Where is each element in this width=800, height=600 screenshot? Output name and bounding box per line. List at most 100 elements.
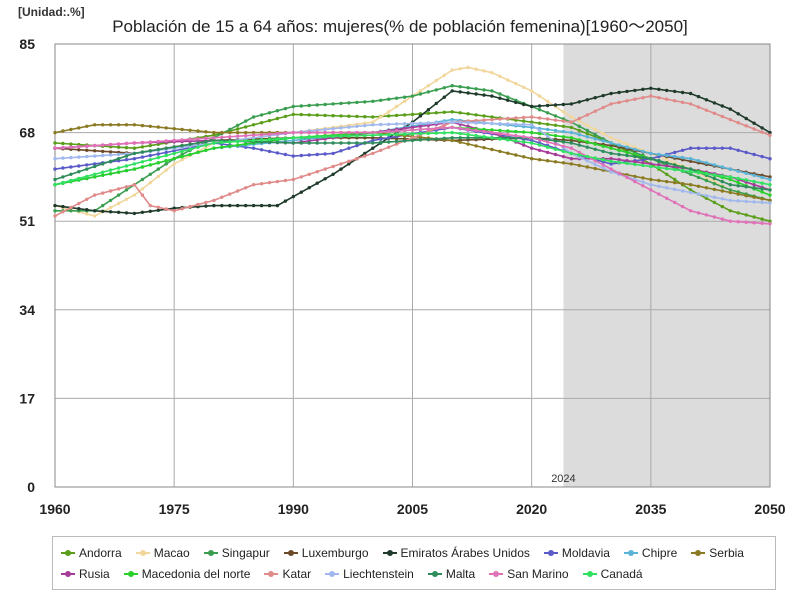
data-point-canada (514, 139, 518, 143)
data-point-san-marino (410, 128, 415, 132)
data-point-serbia (69, 127, 73, 132)
data-point-katar (688, 102, 693, 106)
data-point-canada (363, 133, 367, 138)
data-point-macedonia-del-norte (212, 146, 216, 150)
data-point-singapur (307, 103, 311, 108)
data-point-san-marino (490, 130, 494, 135)
data-point-macedonia-del-norte (593, 142, 597, 146)
data-point-katar (665, 97, 669, 101)
data-point-chipre (545, 127, 550, 132)
data-point-macao (458, 67, 462, 71)
data-point-serbia (244, 130, 248, 135)
data-point-malta (387, 140, 391, 144)
data-point-canada (259, 138, 264, 142)
data-point-serbia (482, 146, 486, 150)
data-point-liechtenstein (402, 122, 407, 126)
data-point-katar (545, 117, 550, 121)
data-point-canada (490, 136, 494, 140)
legend-item-macedonia-del-norte: Macedonia del norte (123, 563, 250, 584)
data-point-andorra (347, 114, 351, 118)
data-point-canada (410, 132, 415, 136)
data-point-liechtenstein (530, 123, 534, 127)
data-point-canada (657, 165, 661, 170)
data-point-emiratos-arabes-unidos (275, 203, 280, 208)
legend-swatch (264, 570, 279, 577)
data-point-liechtenstein (442, 120, 446, 125)
data-point-rusia (418, 124, 423, 128)
data-point-malta (426, 137, 431, 142)
data-point-serbia (704, 186, 709, 190)
data-point-canada (61, 180, 65, 185)
projection-label: 2024 (551, 473, 575, 485)
data-point-serbia (77, 126, 81, 130)
data-point-san-marino (696, 211, 701, 215)
data-point-san-marino (347, 130, 351, 135)
data-point-san-marino (108, 142, 113, 147)
data-point-serbia (641, 176, 645, 180)
data-point-moldavia (387, 136, 391, 140)
data-point-macedonia-del-norte (204, 148, 208, 152)
data-point-andorra (537, 121, 542, 125)
data-point-andorra (704, 196, 709, 200)
data-point-singapur (712, 182, 717, 186)
data-point-serbia (633, 174, 637, 179)
data-point-san-marino (259, 133, 264, 137)
data-point-katar (108, 189, 113, 193)
data-point-emiratos-arabes-unidos (736, 112, 740, 116)
data-point-luxemburgo (93, 149, 97, 153)
data-point-singapur (418, 92, 423, 96)
data-point-andorra (291, 112, 295, 117)
data-point-emiratos-arabes-unidos (522, 102, 526, 107)
data-point-serbia (212, 130, 216, 135)
data-point-moldavia (267, 149, 272, 154)
data-point-liechtenstein (696, 192, 701, 196)
data-point-moldavia (251, 146, 256, 150)
data-point-canada (522, 140, 526, 144)
data-point-moldavia (768, 157, 772, 161)
data-point-liechtenstein (506, 122, 510, 126)
data-point-liechtenstein (85, 154, 89, 159)
data-point-canada (140, 160, 145, 164)
data-point-andorra (728, 209, 732, 213)
data-point-macao (561, 110, 566, 114)
data-point-canada (569, 151, 574, 156)
data-point-katar (585, 113, 589, 117)
legend-swatch (691, 549, 706, 556)
data-point-andorra (124, 146, 129, 150)
data-point-malta (601, 149, 605, 154)
data-point-canada (394, 132, 399, 137)
data-point-liechtenstein (339, 126, 343, 130)
data-point-singapur (101, 203, 105, 208)
data-point-san-marino (402, 128, 407, 133)
data-point-chipre (688, 157, 693, 161)
data-point-macedonia-del-norte (506, 129, 510, 133)
data-point-katar (625, 99, 629, 103)
data-point-moldavia (156, 152, 160, 156)
data-point-malta (204, 140, 208, 144)
data-point-san-marino (688, 209, 693, 213)
data-point-macao (108, 205, 113, 210)
data-point-macedonia-del-norte (514, 129, 518, 134)
data-point-katar (760, 130, 764, 134)
data-point-chipre (291, 138, 295, 143)
data-point-serbia (514, 153, 518, 157)
data-point-moldavia (371, 138, 375, 143)
data-point-serbia (124, 123, 129, 127)
data-point-san-marino (633, 179, 637, 184)
legend-item-rusia: Rusia (61, 563, 110, 584)
data-point-singapur (577, 124, 581, 128)
data-point-canada (712, 173, 717, 177)
data-point-canada (291, 136, 295, 140)
data-point-malta (617, 152, 621, 157)
data-point-katar (140, 193, 145, 197)
data-point-liechtenstein (601, 166, 605, 170)
data-point-moldavia (712, 146, 717, 150)
data-point-andorra (466, 112, 470, 116)
legend-label: Malta (445, 566, 476, 581)
data-point-canada (53, 183, 57, 187)
legend-item-luxemburgo: Luxemburgo (283, 542, 369, 563)
legend-swatch (61, 549, 75, 556)
data-point-san-marino (458, 126, 462, 131)
data-point-andorra (522, 119, 526, 123)
data-point-katar (124, 185, 129, 189)
